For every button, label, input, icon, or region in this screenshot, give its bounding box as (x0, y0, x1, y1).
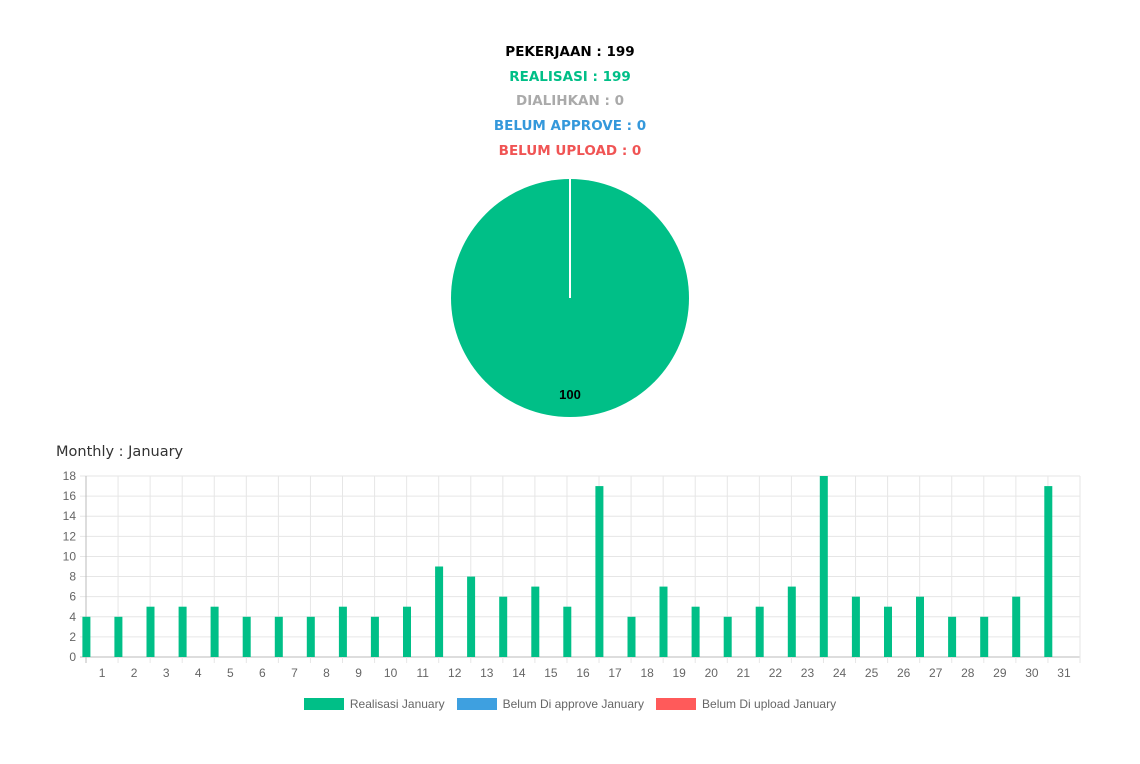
x-tick-label: 31 (1057, 666, 1071, 680)
x-tick-label: 19 (673, 666, 687, 680)
bar-realisasi[interactable] (435, 566, 444, 658)
legend-item[interactable]: Belum Di approve January (456, 697, 645, 711)
x-tick-label: 4 (195, 666, 202, 680)
y-tick-label: 12 (63, 529, 77, 543)
bar-realisasi[interactable] (499, 596, 508, 657)
x-tick-label: 25 (865, 666, 879, 680)
bar-realisasi[interactable] (916, 596, 924, 657)
bar-realisasi[interactable] (274, 616, 283, 657)
y-tick-label: 16 (63, 489, 77, 503)
bar-realisasi[interactable] (306, 616, 315, 657)
bar-realisasi[interactable] (691, 606, 700, 657)
y-tick-label: 14 (63, 509, 77, 523)
legend-item[interactable]: Belum Di upload January (656, 697, 836, 711)
x-tick-label: 20 (705, 666, 719, 680)
bar-realisasi[interactable] (595, 486, 604, 657)
bar-realisasi[interactable] (884, 606, 892, 657)
x-tick-label: 2 (131, 666, 138, 680)
bar-realisasi[interactable] (1012, 596, 1021, 657)
x-tick-label: 6 (259, 666, 266, 680)
pie-data-label: 100 (559, 387, 581, 402)
pekerjaan-count: PEKERJAAN : 199 (505, 44, 635, 60)
x-tick-label: 23 (801, 666, 815, 680)
bar-realisasi[interactable] (851, 596, 860, 657)
realisasi-count: REALISASI : 199 (509, 69, 631, 85)
x-tick-label: 22 (769, 666, 783, 680)
belum-approve-count: BELUM APPROVE : 0 (493, 118, 647, 134)
x-tick-label: 27 (929, 666, 943, 680)
bar-realisasi[interactable] (1044, 486, 1053, 657)
x-tick-label: 7 (291, 666, 298, 680)
bar-realisasi[interactable] (659, 586, 668, 657)
pie-chart: 100 (451, 179, 689, 417)
bar-realisasi[interactable] (948, 616, 957, 657)
x-tick-label: 16 (576, 666, 590, 680)
x-tick-label: 28 (961, 666, 975, 680)
x-tick-label: 18 (640, 666, 654, 680)
bar-realisasi[interactable] (723, 616, 732, 657)
y-tick-label: 6 (69, 590, 76, 604)
x-tick-label: 15 (544, 666, 558, 680)
y-tick-label: 0 (69, 650, 76, 664)
bar-realisasi[interactable] (980, 616, 989, 657)
x-tick-label: 3 (163, 666, 170, 680)
dialihkan-count: DIALIHKAN : 0 (516, 93, 624, 109)
chart-legend: Realisasi January Belum Di approve Januar… (0, 694, 1140, 714)
bar-realisasi[interactable] (531, 586, 540, 657)
legend-label: Belum Di approve January (502, 697, 645, 711)
bar-realisasi[interactable] (563, 606, 572, 657)
x-tick-label: 5 (227, 666, 234, 680)
bar-realisasi[interactable] (627, 616, 636, 657)
x-tick-label: 12 (448, 666, 462, 680)
x-tick-label: 24 (833, 666, 847, 680)
x-tick-label: 17 (608, 666, 622, 680)
legend-swatch (303, 698, 344, 710)
bar-realisasi[interactable] (819, 476, 828, 657)
x-tick-label: 21 (737, 666, 751, 680)
y-tick-label: 4 (69, 610, 76, 624)
bar-realisasi[interactable] (467, 576, 476, 657)
x-tick-label: 9 (355, 666, 362, 680)
belum-upload-count: BELUM UPLOAD : 0 (498, 143, 642, 159)
x-tick-label: 29 (993, 666, 1007, 680)
x-tick-label: 14 (512, 666, 526, 680)
y-tick-label: 10 (63, 549, 77, 563)
x-tick-label: 26 (897, 666, 911, 680)
bar-realisasi[interactable] (787, 586, 796, 657)
legend-swatch (456, 698, 497, 710)
bar-realisasi[interactable] (338, 606, 347, 657)
bar-realisasi[interactable] (370, 616, 379, 657)
y-tick-label: 2 (69, 630, 76, 644)
bar-realisasi[interactable] (114, 616, 123, 657)
legend-item[interactable]: Realisasi January (303, 697, 445, 711)
y-tick-label: 8 (69, 570, 76, 584)
y-tick-label: 18 (63, 469, 77, 483)
bar-realisasi[interactable] (242, 616, 251, 657)
x-tick-label: 10 (384, 666, 398, 680)
legend-swatch (656, 698, 697, 710)
bar-realisasi[interactable] (210, 606, 219, 657)
bar-realisasi[interactable] (755, 606, 764, 657)
bar-realisasi[interactable] (178, 606, 187, 657)
x-tick-label: 11 (416, 666, 429, 680)
bar-realisasi[interactable] (82, 616, 91, 657)
x-tick-label: 8 (323, 666, 330, 680)
monthly-chart-title: Monthly : January (56, 444, 184, 460)
x-tick-label: 13 (480, 666, 494, 680)
x-tick-label: 1 (99, 666, 106, 680)
x-tick-label: 30 (1025, 666, 1039, 680)
bar-realisasi[interactable] (403, 606, 411, 657)
bar-realisasi[interactable] (146, 606, 155, 657)
legend-label: Realisasi January (349, 697, 445, 711)
legend-label: Belum Di upload January (702, 697, 837, 711)
